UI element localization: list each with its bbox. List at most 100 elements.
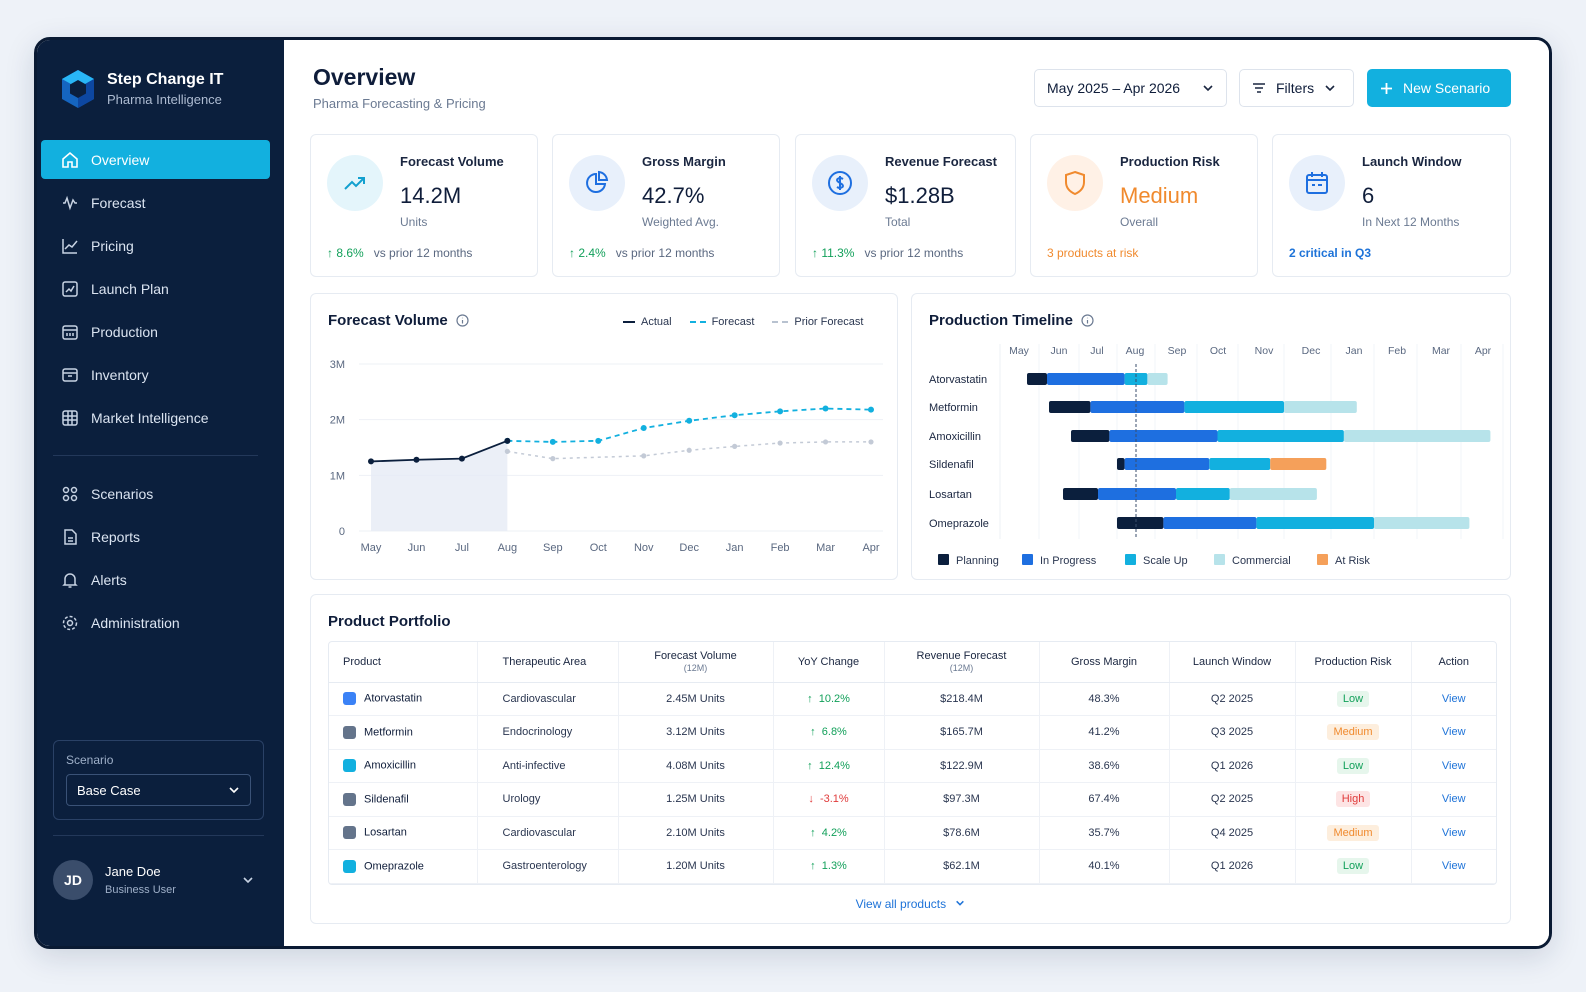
- scenario-label: Scenario: [66, 753, 114, 767]
- sidebar-item-pricing[interactable]: Pricing: [41, 226, 270, 265]
- calendar-icon: [1306, 172, 1328, 194]
- timeline-bar[interactable]: [1047, 373, 1125, 385]
- data-point[interactable]: [686, 417, 693, 424]
- table-row[interactable]: Atorvastatin Cardiovascular 2.45M Units ↑ 1…: [329, 682, 1496, 716]
- kpi-unit: Overall: [1120, 215, 1159, 229]
- col-forecast-volume[interactable]: Forecast Volume (12M): [618, 642, 774, 683]
- view-link[interactable]: View: [1411, 816, 1496, 850]
- timeline-bar[interactable]: [1217, 430, 1344, 442]
- data-point[interactable]: [504, 437, 511, 444]
- kpi-card-revenue-forecast[interactable]: Revenue Forecast $1.28B Total ↑ 11.3% vs…: [795, 134, 1016, 277]
- col-therapeutic-area[interactable]: Therapeutic Area: [477, 642, 619, 683]
- timeline-bar[interactable]: [1027, 373, 1047, 385]
- brand[interactable]: Step Change IT Pharma Intelligence: [59, 68, 223, 110]
- view-link[interactable]: View: [1411, 682, 1496, 716]
- data-point[interactable]: [413, 456, 420, 463]
- table-row[interactable]: Sildenafil Urology 1.25M Units ↓ -3.1% $97.3…: [329, 782, 1496, 817]
- new-scenario-button[interactable]: New Scenario: [1367, 69, 1511, 107]
- timeline-bar[interactable]: [1256, 517, 1374, 529]
- sidebar-item-scenarios[interactable]: Scenarios: [41, 474, 270, 513]
- data-point[interactable]: [822, 439, 829, 445]
- timeline-bar[interactable]: [1098, 488, 1176, 500]
- cell-risk: Low: [1295, 682, 1412, 716]
- data-point[interactable]: [777, 440, 783, 446]
- cell-volume: 4.08M Units: [618, 749, 774, 783]
- cell-product: Losartan: [329, 816, 478, 850]
- view-link[interactable]: View: [1411, 849, 1496, 884]
- data-point[interactable]: [368, 458, 374, 465]
- sidebar-item-administration[interactable]: Administration: [41, 603, 270, 642]
- timeline-bar[interactable]: [1090, 401, 1185, 413]
- view-all-products-link[interactable]: View all products: [311, 897, 1510, 911]
- data-point[interactable]: [686, 447, 692, 453]
- timeline-bar[interactable]: [1124, 458, 1210, 470]
- col-product[interactable]: Product: [329, 642, 478, 683]
- col-yoy-change[interactable]: YoY Change: [773, 642, 885, 683]
- timeline-bar[interactable]: [1109, 430, 1218, 442]
- view-link[interactable]: View: [1411, 782, 1496, 817]
- timeline-bar[interactable]: [1374, 517, 1470, 529]
- filters-button[interactable]: Filters: [1239, 69, 1354, 107]
- timeline-bar[interactable]: [1049, 401, 1091, 413]
- sidebar-item-forecast[interactable]: Forecast: [41, 183, 270, 222]
- timeline-bar[interactable]: [1063, 488, 1098, 500]
- timeline-bar[interactable]: [1147, 373, 1168, 385]
- sidebar-item-label: Market Intelligence: [91, 409, 209, 426]
- data-point[interactable]: [868, 439, 874, 445]
- table-row[interactable]: Metformin Endocrinology 3.12M Units ↑ 6.8% $…: [329, 715, 1496, 750]
- sidebar-item-label: Overview: [91, 151, 150, 168]
- col-launch-window[interactable]: Launch Window: [1169, 642, 1296, 683]
- product-name: Metformin: [364, 726, 413, 739]
- sidebar-item-overview[interactable]: Overview: [41, 140, 270, 179]
- data-point[interactable]: [731, 412, 738, 419]
- timeline-row-label: Omeprazole: [929, 518, 989, 530]
- data-point[interactable]: [868, 406, 874, 413]
- timeline-bar[interactable]: [1176, 488, 1230, 500]
- table-row[interactable]: Amoxicillin Anti-infective 4.08M Units ↑ 12…: [329, 749, 1496, 783]
- sidebar-item-production[interactable]: Production: [41, 312, 270, 351]
- data-point[interactable]: [595, 437, 602, 444]
- timeline-bar[interactable]: [1270, 458, 1327, 470]
- data-point[interactable]: [549, 438, 556, 445]
- sidebar-item-launch-plan[interactable]: Launch Plan: [41, 269, 270, 308]
- info-icon[interactable]: [456, 314, 469, 327]
- data-point[interactable]: [641, 453, 647, 459]
- data-point[interactable]: [504, 448, 510, 454]
- info-icon[interactable]: [1081, 314, 1094, 327]
- col-production-risk[interactable]: Production Risk: [1295, 642, 1412, 683]
- sidebar-item-market-intelligence[interactable]: Market Intelligence: [41, 398, 270, 437]
- data-point[interactable]: [777, 408, 784, 415]
- user-profile[interactable]: JD Jane Doe Business User: [53, 835, 264, 900]
- kpi-card-forecast-volume[interactable]: Forecast Volume 14.2M Units ↑ 8.6% vs pr…: [310, 134, 538, 277]
- sidebar-item-inventory[interactable]: Inventory: [41, 355, 270, 394]
- filter-icon: [1253, 83, 1265, 93]
- table-row[interactable]: Omeprazole Gastroenterology 1.20M Units ↑ 1…: [329, 849, 1496, 884]
- timeline-bar[interactable]: [1117, 458, 1125, 470]
- col-gross-margin[interactable]: Gross Margin: [1039, 642, 1170, 683]
- data-point[interactable]: [458, 455, 465, 462]
- col-revenue-forecast[interactable]: Revenue Forecast (12M): [884, 642, 1040, 683]
- chevron-down-icon[interactable]: [242, 874, 254, 886]
- scenario-select[interactable]: Base Case: [66, 774, 251, 806]
- view-link[interactable]: View: [1411, 749, 1496, 783]
- timeline-bar[interactable]: [1209, 458, 1271, 470]
- timeline-bar[interactable]: [1343, 430, 1491, 442]
- data-point[interactable]: [732, 443, 738, 449]
- data-point[interactable]: [640, 425, 647, 432]
- date-range-select[interactable]: May 2025 – Apr 2026: [1034, 69, 1227, 107]
- data-point[interactable]: [822, 405, 829, 412]
- kpi-card-launch-window[interactable]: Launch Window 6 In Next 12 Months 2 crit…: [1272, 134, 1511, 277]
- table-row[interactable]: Losartan Cardiovascular 2.10M Units ↑ 4.2% $…: [329, 816, 1496, 850]
- timeline-bar[interactable]: [1184, 401, 1284, 413]
- sidebar-item-reports[interactable]: Reports: [41, 517, 270, 556]
- timeline-bar[interactable]: [1117, 517, 1164, 529]
- timeline-bar[interactable]: [1163, 517, 1257, 529]
- kpi-card-gross-margin[interactable]: Gross Margin 42.7% Weighted Avg. ↑ 2.4% …: [552, 134, 780, 277]
- timeline-bar[interactable]: [1229, 488, 1317, 500]
- timeline-bar[interactable]: [1284, 401, 1357, 413]
- data-point[interactable]: [550, 456, 556, 462]
- timeline-bar[interactable]: [1071, 430, 1110, 442]
- kpi-card-production-risk[interactable]: Production Risk Medium Overall 3 product…: [1030, 134, 1258, 277]
- sidebar-item-alerts[interactable]: Alerts: [41, 560, 270, 599]
- view-link[interactable]: View: [1411, 715, 1496, 750]
